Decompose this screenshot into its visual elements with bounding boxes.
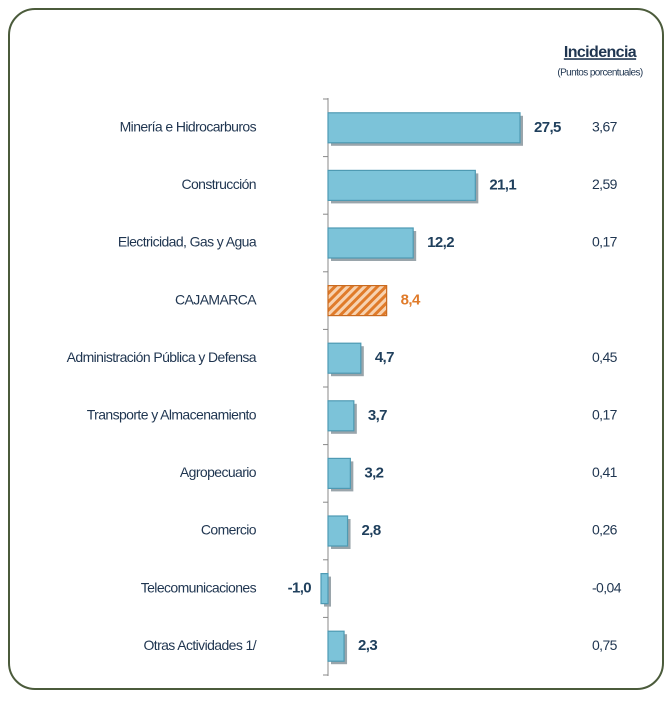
category-label: Telecomunicaciones	[141, 579, 257, 595]
value-label: 27,5	[534, 119, 561, 136]
bar	[327, 285, 388, 317]
incidence-label: 0,17	[592, 407, 618, 423]
bar	[327, 457, 351, 489]
bar	[327, 112, 521, 144]
bar	[327, 169, 476, 201]
category-label: Transporte y Almacenamiento	[87, 407, 257, 423]
category-label: Minería e Hidrocarburos	[120, 119, 257, 135]
value-label: 2,8	[362, 522, 381, 539]
category-label: Electricidad, Gas y Agua	[118, 234, 257, 250]
category-label: Otras Actividades 1/	[143, 637, 256, 653]
incidence-label: 0,45	[592, 349, 618, 365]
value-label: 3,2	[364, 464, 383, 481]
category-label: CAJAMARCA	[175, 291, 257, 307]
bar	[327, 630, 345, 662]
bar	[327, 342, 362, 374]
category-label: Comercio	[201, 522, 257, 538]
value-label: 4,7	[375, 349, 394, 366]
incidence-label: 2,59	[592, 176, 618, 192]
value-label: 21,1	[489, 176, 516, 193]
bar	[327, 400, 355, 432]
bar	[320, 572, 329, 605]
bar	[327, 227, 414, 259]
category-label: Agropecuario	[180, 464, 257, 480]
value-label: 2,3	[358, 637, 377, 654]
incidence-subtitle: (Puntos porcentuales)	[557, 68, 643, 79]
incidence-label: 0,41	[592, 464, 618, 480]
incidence-label: -0,04	[592, 579, 622, 595]
value-label: 3,7	[368, 407, 387, 424]
incidence-title: Incidencia	[564, 44, 637, 61]
incidence-label: 0,75	[592, 637, 618, 653]
value-label: 12,2	[427, 234, 454, 251]
value-label: -1,0	[288, 580, 312, 597]
value-label: 8,4	[401, 292, 421, 309]
incidence-label: 3,67	[592, 119, 618, 135]
category-label: Administración Pública y Defensa	[67, 349, 257, 365]
category-label: Construcción	[181, 176, 256, 192]
bar	[327, 515, 349, 547]
incidence-label: 0,26	[592, 522, 618, 538]
incidence-label: 0,17	[592, 234, 618, 250]
